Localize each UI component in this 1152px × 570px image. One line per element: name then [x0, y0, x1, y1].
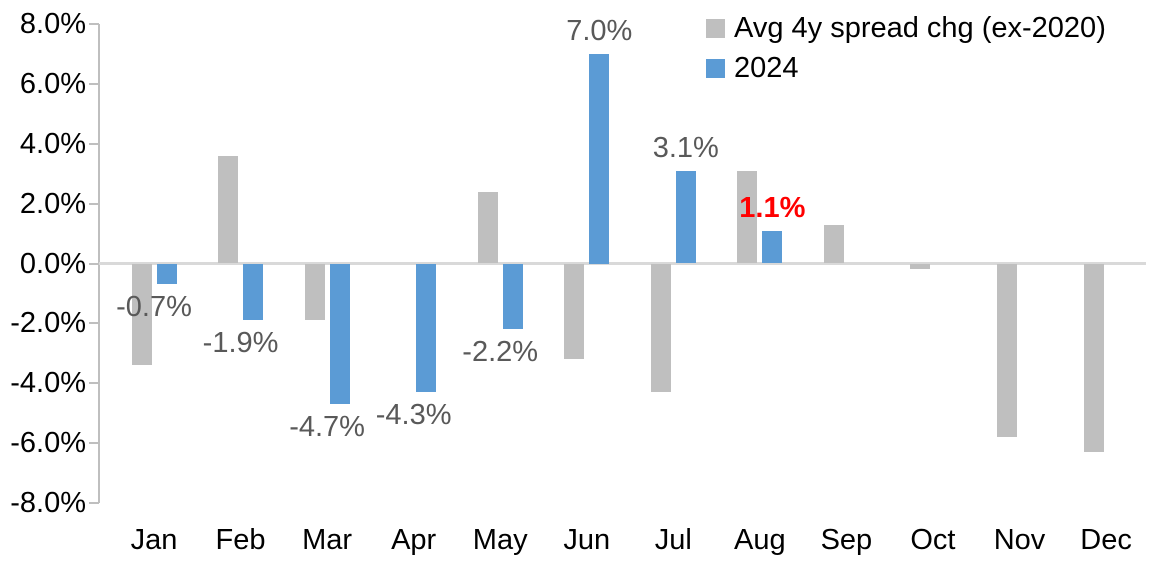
data-label-jun: 7.0%	[566, 14, 633, 47]
y-axis-tickmark	[89, 382, 99, 385]
legend: Avg 4y spread chg (ex-2020) 2024	[706, 10, 1106, 86]
data-label-apr: -4.3%	[375, 399, 452, 432]
legend-swatch-gray-icon	[706, 18, 725, 38]
bar-avg4y-jan	[131, 263, 152, 366]
bar-avg4y-feb	[218, 155, 239, 264]
bar-2024-jun	[589, 53, 610, 264]
bar-avg4y-mar	[304, 263, 325, 321]
legend-label-avg-4y-spread: Avg 4y spread chg (ex-2020)	[734, 12, 1106, 44]
y-axis-tickmark	[89, 23, 99, 25]
y-axis-tick-label-4.0%: 4.0%	[19, 127, 86, 160]
bar-2024-apr	[416, 263, 437, 393]
y-axis-tick-label--8.0%: -8.0%	[10, 487, 86, 519]
bar-avg4y-oct	[910, 263, 931, 270]
bar-avg4y-sep	[823, 224, 844, 264]
data-label-feb: -1.9%	[202, 327, 279, 360]
bar-avg4y-jul	[650, 263, 671, 393]
x-axis-label-nov: Nov	[993, 524, 1046, 556]
bar-avg4y-jun	[564, 263, 585, 360]
y-axis-tickmark	[89, 202, 99, 205]
y-axis-tickmark	[89, 322, 99, 325]
legend-label-2024: 2024	[734, 52, 799, 84]
x-axis-label-sep: Sep	[820, 524, 873, 556]
x-axis-label-aug: Aug	[734, 524, 786, 556]
y-axis-tick-label--2.0%: -2.0%	[10, 307, 86, 340]
bar-avg4y-dec	[1083, 263, 1104, 453]
data-label-jul: 3.1%	[652, 131, 719, 164]
bar-avg4y-aug	[737, 170, 758, 264]
data-label-jan: -0.7%	[116, 291, 192, 324]
bar-2024-jan	[156, 263, 177, 285]
x-axis-label-mar: Mar	[302, 524, 353, 556]
bar-2024-aug	[762, 230, 783, 264]
legend-item-2024: 2024	[706, 50, 1106, 86]
data-label-may: -2.2%	[462, 336, 539, 369]
x-axis-label-apr: Apr	[391, 524, 437, 556]
y-axis-tick-label-8.0%: 8.0%	[19, 8, 86, 40]
y-axis-tick-label-0.0%: 0.0%	[19, 247, 86, 280]
data-label-aug: 1.1%	[739, 191, 806, 224]
legend-swatch-blue-icon	[706, 58, 725, 78]
y-axis-tickmark	[89, 262, 99, 265]
x-axis-label-jan: Jan	[130, 524, 178, 556]
data-label-mar: -4.7%	[289, 411, 365, 444]
y-axis-tick-label-2.0%: 2.0%	[19, 187, 86, 220]
bar-avg4y-may	[477, 191, 498, 264]
y-axis-tickmark	[89, 82, 99, 85]
bar-2024-mar	[329, 263, 350, 405]
bar-2024-feb	[243, 263, 264, 321]
legend-item-avg-4y-spread: Avg 4y spread chg (ex-2020)	[706, 10, 1106, 46]
bar-2024-may	[502, 263, 523, 330]
x-axis-label-dec: Dec	[1080, 524, 1132, 556]
y-axis-tickmark	[89, 442, 99, 445]
y-axis-tickmark	[89, 502, 99, 504]
y-axis-tick-label-6.0%: 6.0%	[19, 67, 86, 100]
y-axis-tick-label--6.0%: -6.0%	[10, 427, 86, 460]
x-axis-label-jun: Jun	[563, 524, 611, 556]
y-axis-tick-label--4.0%: -4.0%	[10, 367, 86, 400]
x-axis-label-may: May	[472, 524, 528, 556]
zero-gridline	[99, 262, 1146, 265]
x-axis-label-jul: Jul	[654, 524, 692, 556]
bar-avg4y-nov	[997, 263, 1017, 438]
bar-2024-jul	[675, 170, 696, 264]
y-axis-tickmark	[89, 142, 99, 145]
x-axis-label-oct: Oct	[910, 524, 956, 556]
x-axis-label-feb: Feb	[215, 524, 266, 556]
